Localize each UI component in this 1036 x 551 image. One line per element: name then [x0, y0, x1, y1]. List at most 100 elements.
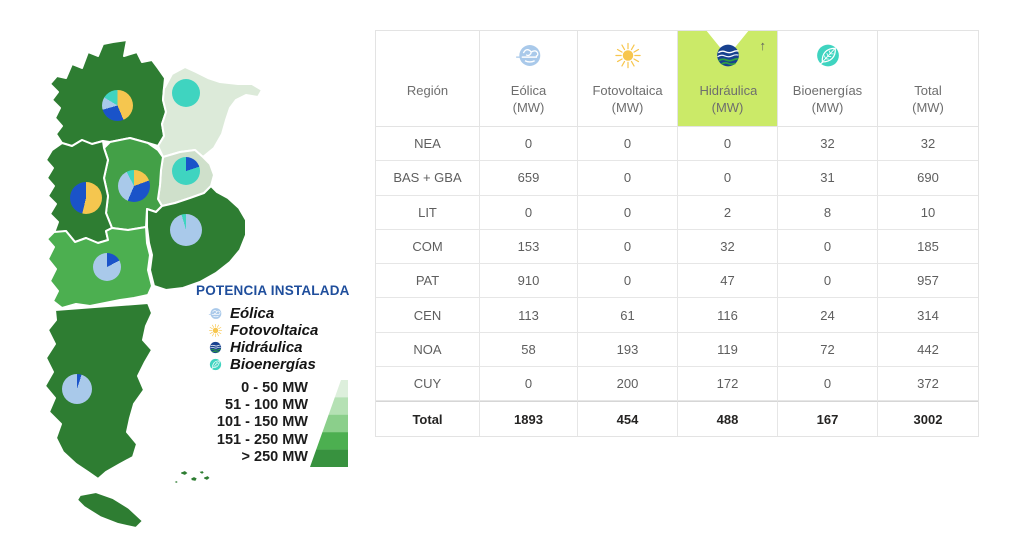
legend-item-bioenergias: Bioenergías: [208, 356, 348, 373]
pie-cen[interactable]: [118, 170, 150, 202]
table-row: BAS + GBA 659 0 0 31 690: [376, 161, 978, 196]
legend-range-label: 151 - 250 MW: [216, 431, 308, 448]
water-icon: [713, 41, 742, 70]
column-header-bioenergias[interactable]: Bioenergías (MW): [778, 31, 878, 127]
value-cell: 0: [480, 367, 578, 402]
pie-com[interactable]: [93, 253, 121, 281]
value-cell: 659: [480, 161, 578, 196]
legend-wedge-band: [310, 432, 348, 450]
row-label-cell: NOA: [376, 332, 480, 368]
legend-label: Eólica: [230, 305, 275, 322]
sort-ascending-icon[interactable]: ↑: [759, 38, 767, 53]
pie-nea[interactable]: [172, 79, 200, 107]
row-label-cell: CUY: [376, 367, 480, 402]
value-cell: 167: [778, 401, 878, 436]
value-cell: 32: [778, 127, 878, 162]
value-cell: 172: [678, 367, 778, 402]
value-cell: 0: [578, 195, 678, 230]
value-cell: 3002: [878, 401, 978, 435]
column-label: Hidráulica: [699, 83, 757, 98]
value-cell: 116: [678, 298, 778, 333]
column-label: Bioenergías: [792, 83, 863, 98]
value-cell: 957: [878, 264, 978, 299]
row-label-cell: BAS + GBA: [376, 161, 480, 196]
value-cell: 119: [678, 332, 778, 368]
value-cell: 2: [678, 195, 778, 230]
legend-range-label: > 250 MW: [241, 448, 308, 465]
value-cell: 185: [878, 230, 978, 265]
value-cell: 113: [480, 298, 578, 333]
column-label: Total: [914, 83, 942, 98]
value-cell: 488: [678, 401, 778, 436]
table-body: NEA 0 0 0 32 32 BAS + GBA 659 0 0 31 690 LIT 0 0 2 8 10 CO…: [376, 127, 978, 436]
value-cell: 31: [778, 161, 878, 196]
value-cell: 200: [578, 367, 678, 402]
legend-range-label: 51 - 100 MW: [225, 397, 308, 414]
value-cell: 24: [778, 298, 878, 333]
legend-wedge: [310, 380, 348, 467]
table-row: PAT 910 0 47 0 957: [376, 264, 978, 299]
wind-icon: [514, 41, 543, 70]
table-total-row: Total 1893 454 488 167 3002: [376, 401, 978, 436]
row-label-cell: LIT: [376, 195, 480, 230]
column-header-region[interactable]: Región: [376, 31, 480, 127]
value-cell: 0: [578, 229, 678, 265]
value-cell: 0: [578, 264, 678, 299]
row-label-cell: CEN: [376, 298, 480, 333]
map-region-nea[interactable]: [157, 66, 263, 158]
legend-label: Hidráulica: [230, 339, 303, 356]
value-cell: 32: [878, 127, 978, 162]
value-cell: 0: [480, 127, 578, 162]
row-label-cell: PAT: [376, 264, 480, 299]
value-cell: 61: [578, 298, 678, 333]
legend-wedge-band: [310, 449, 348, 467]
row-label-cell: COM: [376, 229, 480, 265]
value-cell: 8: [778, 195, 878, 230]
column-label: Región: [406, 83, 449, 98]
value-cell: 153: [480, 229, 578, 265]
legend-item-fotovoltaica: Fotovoltaica: [208, 322, 348, 339]
column-header-eolica[interactable]: Eólica (MW): [480, 31, 578, 127]
value-cell: 58: [480, 332, 578, 368]
legend-color-scale: 0 - 50 MW 51 - 100 MW 101 - 150 MW 151 - 25…: [196, 380, 348, 467]
table-row: NOA 58 193 119 72 442: [376, 332, 978, 368]
legend-label: Bioenergías: [230, 356, 316, 373]
value-cell: 72: [778, 332, 878, 368]
map-region-tierra-del-fuego[interactable]: [76, 491, 144, 529]
column-header-hidraulica-highlighted[interactable]: ↑ Hidráulica (MW): [678, 31, 778, 127]
column-label: Fotovoltaica: [592, 83, 663, 98]
value-cell: 1893: [480, 401, 578, 436]
legend-label: Fotovoltaica: [230, 322, 319, 339]
column-unit: (MW): [512, 100, 545, 115]
legend-range-labels: 0 - 50 MW 51 - 100 MW 101 - 150 MW 151 - 25…: [196, 380, 308, 466]
value-cell: 0: [778, 229, 878, 265]
legend-item-hidraulica: Hidráulica: [208, 339, 348, 356]
row-label-cell: Total: [376, 401, 480, 436]
value-cell: 314: [878, 298, 978, 333]
value-cell: 0: [778, 367, 878, 402]
map-legend: POTENCIA INSTALADA Eólica Fotovoltaica H…: [196, 283, 350, 467]
value-cell: 10: [878, 196, 978, 230]
legend-wedge-band: [310, 380, 348, 398]
value-cell: 454: [578, 401, 678, 436]
pie-bas-gba[interactable]: [170, 214, 202, 246]
pie-cuy[interactable]: [70, 182, 102, 214]
legend-title: POTENCIA INSTALADA: [196, 283, 350, 298]
map-region-pat[interactable]: [44, 302, 153, 480]
argentina-map: [0, 0, 360, 551]
column-unit: (MW): [611, 100, 644, 115]
column-unit: (MW): [711, 100, 744, 115]
pie-lit[interactable]: [172, 157, 200, 185]
leaf-icon: [813, 41, 842, 70]
column-header-total[interactable]: Total (MW): [878, 31, 978, 127]
sun-icon: [613, 41, 642, 70]
legend-energy-list: Eólica Fotovoltaica Hidráulica Bioenergí…: [196, 305, 348, 373]
pie-noa[interactable]: [102, 90, 133, 121]
map-region-malvinas[interactable]: [173, 469, 212, 485]
value-cell: 0: [678, 127, 778, 162]
pie-pat[interactable]: [62, 374, 92, 404]
table-row: CEN 113 61 116 24 314: [376, 298, 978, 333]
column-header-fotovoltaica[interactable]: Fotovoltaica (MW): [578, 31, 678, 127]
legend-wedge-band: [310, 414, 348, 433]
